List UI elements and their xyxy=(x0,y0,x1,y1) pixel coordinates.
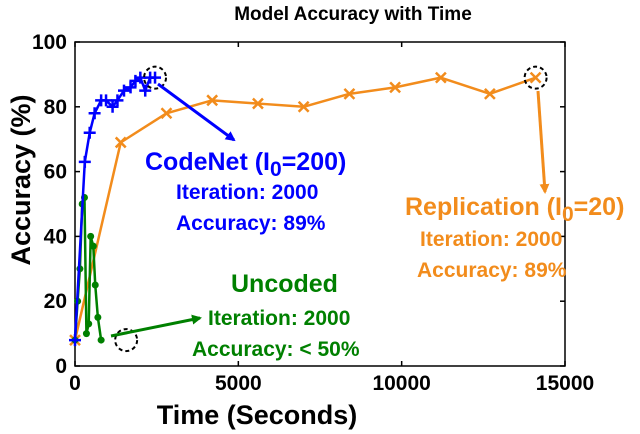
codenet-point xyxy=(83,126,96,139)
codenet-series xyxy=(69,71,162,347)
chart-title: Model Accuracy with Time xyxy=(234,4,472,25)
uncoded-point xyxy=(87,232,95,240)
y-tick-label: 0 xyxy=(55,355,67,378)
codenet-point xyxy=(78,155,91,168)
uncoded-point xyxy=(94,313,102,321)
y-tick-label: 40 xyxy=(44,225,67,248)
codenet-point xyxy=(106,100,119,113)
codenet-endpoint-highlight xyxy=(143,65,168,90)
replication-point xyxy=(389,81,402,94)
codenet-point xyxy=(111,94,124,107)
codenet-point xyxy=(149,71,162,84)
plot-frame xyxy=(74,41,566,367)
x-tick-label: 10000 xyxy=(372,372,430,395)
y-tick-label: 20 xyxy=(44,290,67,313)
codenet-annotation-iteration: Iteration: 2000 xyxy=(176,181,318,204)
uncoded-point xyxy=(82,330,90,338)
codenet-annotation-accuracy: Accuracy: 89% xyxy=(176,212,326,235)
codenet-arrow xyxy=(157,82,236,142)
codenet-point xyxy=(139,84,152,97)
codenet-point xyxy=(88,107,101,120)
replication-point xyxy=(297,100,310,113)
codenet-annotation-title: CodeNet (I0=200) xyxy=(145,148,346,181)
y-tick-label: 100 xyxy=(32,31,67,54)
codenet-point xyxy=(118,84,130,97)
uncoded-point xyxy=(91,281,99,289)
uncoded-point xyxy=(85,320,93,328)
uncoded-annotation-accuracy: Accuracy: < 50% xyxy=(192,338,360,361)
uncoded-annotation-iteration: Iteration: 2000 xyxy=(208,307,350,330)
y-tick-label: 80 xyxy=(44,96,67,119)
uncoded-point xyxy=(89,242,97,250)
codenet-point xyxy=(69,334,81,347)
uncoded-annotation-title: Uncoded xyxy=(231,270,338,298)
x-axis-label: Time (Seconds) xyxy=(157,400,358,430)
uncoded-arrow xyxy=(110,314,202,338)
replication-annotation-accuracy: Accuracy: 89% xyxy=(417,259,567,282)
codenet-point xyxy=(124,81,137,94)
replication-point xyxy=(160,107,173,120)
uncoded-endpoint-highlight xyxy=(114,328,139,353)
uncoded-point xyxy=(97,336,105,344)
x-tick-label: 5000 xyxy=(215,372,262,395)
replication-point xyxy=(252,97,264,110)
codenet-point xyxy=(100,94,113,107)
endpoint-highlights xyxy=(114,65,548,353)
y-axis-label: Accuracy (%) xyxy=(6,94,36,265)
replication-annotation-iteration: Iteration: 2000 xyxy=(420,228,562,251)
replication-point xyxy=(434,71,447,84)
replication-annotation-title: Replication (I0=20) xyxy=(405,193,624,226)
x-tick-label: 15000 xyxy=(536,372,594,395)
replication-arrow xyxy=(536,90,550,194)
y-tick-label: 60 xyxy=(44,161,67,184)
x-tick-label: 0 xyxy=(69,372,81,395)
replication-point xyxy=(114,136,127,149)
replication-endpoint-highlight xyxy=(523,65,548,90)
replication-point xyxy=(343,87,356,100)
replication-point xyxy=(483,87,496,100)
replication-point xyxy=(529,71,542,84)
series-layer xyxy=(69,71,542,347)
replication-point xyxy=(206,94,219,107)
plot-axes: 0 5000 10000 15000 0 20 40 60 80 100 xyxy=(32,31,594,395)
